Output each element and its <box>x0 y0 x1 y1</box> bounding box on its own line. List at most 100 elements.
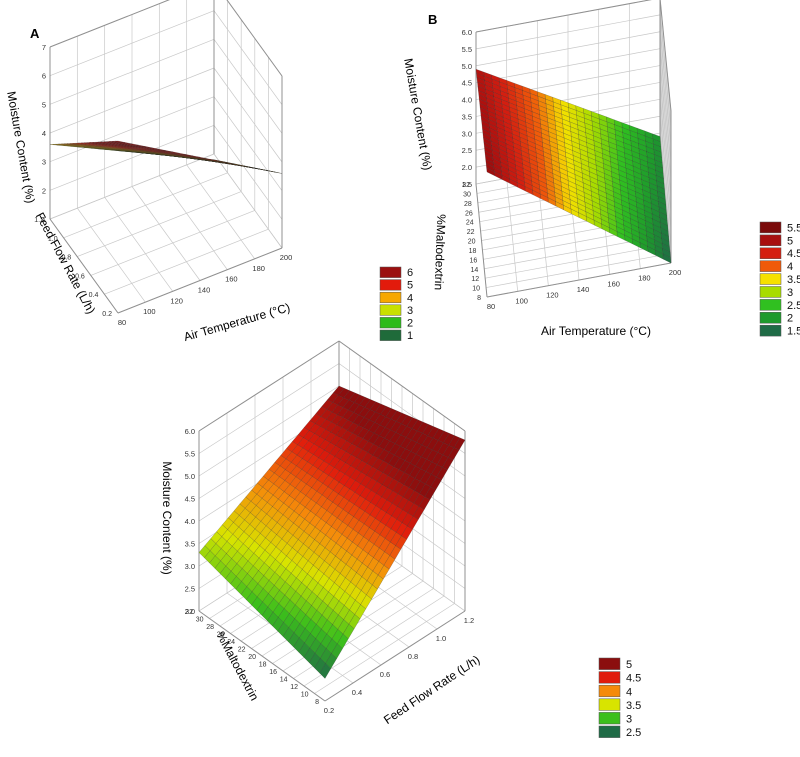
legend-swatch <box>759 324 782 337</box>
x-tick-label: 80 <box>487 302 495 311</box>
legend-label: 5 <box>787 235 793 247</box>
legend-swatch <box>759 247 782 259</box>
legend-label: 3 <box>787 287 793 299</box>
z-tick-label: 6.0 <box>185 427 195 436</box>
legend-label: 3 <box>407 305 413 317</box>
x-tick-label: 1.0 <box>436 634 446 643</box>
z-tick-label: 2.5 <box>185 585 195 594</box>
legend-swatch <box>598 684 621 698</box>
z-tick-label: 6.0 <box>462 28 472 37</box>
y-tick-label: 14 <box>280 677 288 684</box>
gridline <box>213 125 283 220</box>
gridline <box>77 207 146 303</box>
x-tick-label: 100 <box>515 296 528 305</box>
y-tick-label: 8 <box>477 295 481 302</box>
legend-swatch <box>379 317 402 329</box>
y-tick-label: 28 <box>464 201 472 208</box>
axis-line <box>475 183 488 298</box>
axis-line <box>49 218 119 314</box>
z-tick-label: 1 <box>42 215 46 224</box>
legend-swatch <box>598 712 621 725</box>
legend-swatch <box>759 299 782 311</box>
legend-label: 2 <box>407 318 413 330</box>
legend-swatch <box>379 304 402 316</box>
panel-b-y-axis-label: %Maltodextrin <box>432 214 449 290</box>
z-tick-label: 5.5 <box>185 450 195 459</box>
legend-label: 4.5 <box>787 248 800 260</box>
z-tick-label: 1.5 <box>462 180 472 189</box>
x-tick-label: 140 <box>577 285 590 294</box>
z-tick-label: 3 <box>42 158 46 167</box>
gridline <box>213 39 283 134</box>
z-tick-label: 4 <box>42 129 46 138</box>
y-tick-label: 26 <box>217 632 225 639</box>
legend-label: 1.5 <box>787 326 800 338</box>
legend-label: 4 <box>407 292 413 304</box>
axis-line <box>198 340 340 432</box>
gridline <box>198 385 340 477</box>
x-tick-label: 0.8 <box>408 652 418 661</box>
x-tick-label: 1.2 <box>464 616 474 625</box>
y-tick-label: 26 <box>465 210 473 217</box>
legend-label: 5.5 <box>787 222 800 234</box>
x-tick-label: 120 <box>170 296 183 305</box>
legend-swatch <box>759 234 782 247</box>
panel-b-label: B <box>428 12 437 27</box>
y-tick-label: 0.6 <box>75 273 85 280</box>
surface-cell <box>486 167 495 177</box>
axis-line <box>486 262 672 298</box>
z-tick-label: 4.0 <box>185 517 195 526</box>
surface-cell <box>115 140 125 143</box>
x-tick-label: 180 <box>638 274 651 283</box>
y-tick-label: 24 <box>227 639 235 646</box>
z-tick-label: 2.0 <box>462 163 472 172</box>
legend-label: 6 <box>407 267 413 279</box>
y-tick-label: 10 <box>472 286 480 293</box>
y-tick-label: 30 <box>463 191 471 198</box>
gridline <box>159 175 228 270</box>
y-tick-label: 8 <box>315 699 319 706</box>
gridline <box>186 164 255 260</box>
legend-label: 2.5 <box>787 300 800 312</box>
x-tick-label: 80 <box>118 318 126 327</box>
axis-line <box>49 0 170 48</box>
legend-swatch <box>598 657 621 670</box>
legend-swatch <box>759 286 782 298</box>
z-tick-label: 4.5 <box>462 79 472 88</box>
y-tick-label: 32 <box>185 609 193 616</box>
axis-line <box>324 610 466 702</box>
legend-swatch <box>598 725 621 738</box>
y-tick-label: 14 <box>470 267 478 274</box>
gridline <box>213 96 283 191</box>
z-tick-label: 6 <box>42 72 46 81</box>
y-tick-label: 22 <box>238 647 246 654</box>
surface-cell <box>319 663 332 679</box>
legend-label: 2.5 <box>626 727 641 739</box>
axis-line <box>338 340 466 432</box>
panel-c-y-axis-label: %Maltodextrin <box>214 629 262 703</box>
legend-swatch <box>379 266 402 278</box>
x-tick-label: 0.2 <box>324 706 334 715</box>
y-tick-label: 10 <box>301 692 309 699</box>
z-tick-label: 3.5 <box>462 112 472 121</box>
x-tick-label: 120 <box>546 291 559 300</box>
gridline <box>213 153 283 249</box>
legend-label: 4.5 <box>626 673 641 685</box>
panel-a-z-axis-label: Moisture Content (%) <box>4 90 37 204</box>
axis-line <box>475 0 652 33</box>
y-tick-label: 22 <box>467 229 475 236</box>
y-tick-label: 1.2 <box>34 217 44 224</box>
z-tick-label: 4.0 <box>462 96 472 105</box>
z-tick-label: 3.0 <box>185 562 195 571</box>
gridline <box>104 197 173 292</box>
legend-swatch <box>759 221 782 234</box>
z-tick-label: 3.0 <box>462 129 472 138</box>
axis-line <box>198 610 326 702</box>
x-tick-label: 0.4 <box>352 688 362 697</box>
axis-line <box>659 0 672 112</box>
legend-label: 4 <box>787 261 793 273</box>
legend-label: 3.5 <box>787 274 800 286</box>
panel-c-x-axis-label: Feed Flow Rate (L/h) <box>381 652 482 727</box>
y-tick-label: 32 <box>462 182 470 189</box>
z-tick-label: 4.5 <box>185 495 195 504</box>
